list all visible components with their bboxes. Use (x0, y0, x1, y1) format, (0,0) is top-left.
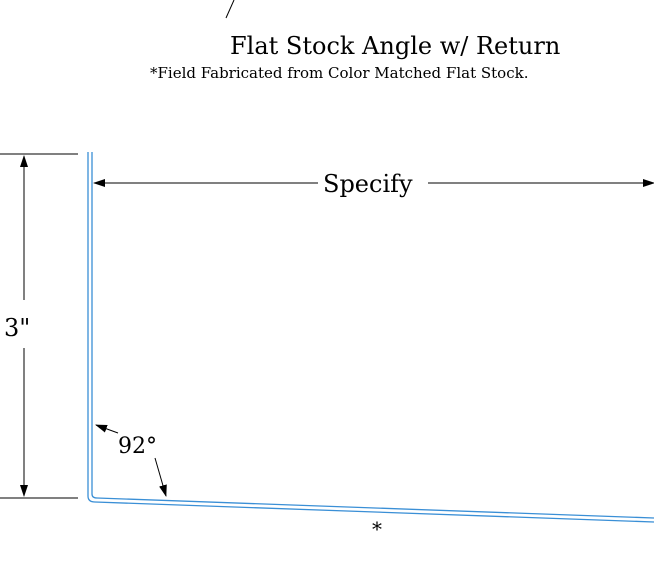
leader-line-top (225, 0, 235, 19)
height-label: 3" (4, 314, 30, 342)
angle-leader-lower (154, 457, 167, 497)
angle-profile (87, 152, 654, 523)
drawing-subtitle: *Field Fabricated from Color Matched Fla… (150, 64, 529, 82)
drawing-title: Flat Stock Angle w/ Return (230, 32, 561, 60)
height-dimension (0, 153, 78, 499)
angle-label: 92° (118, 434, 157, 459)
profile-outer-edge (87, 152, 654, 523)
angle-leader-upper (95, 424, 119, 434)
angle-indicator (95, 424, 167, 497)
profile-inner-edge (91, 152, 654, 519)
width-label: Specify (323, 170, 413, 198)
bottom-note-marker: * (372, 517, 382, 541)
